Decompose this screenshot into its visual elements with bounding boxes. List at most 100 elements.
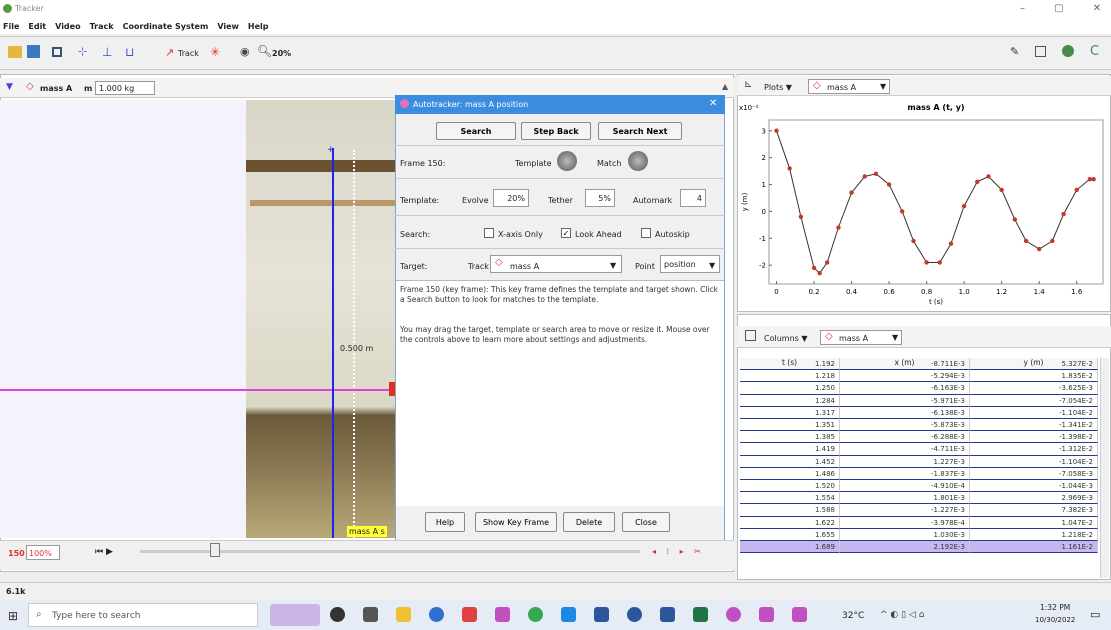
plot-track-dropdown[interactable] [808,79,890,94]
automark-label: Automark [633,196,673,205]
zoom-icon[interactable]: 🔍︎ [257,44,273,58]
tether-field[interactable]: 5% [585,189,615,207]
point-label: Point [635,262,655,271]
plot-title: mass A (t, y) [907,103,964,112]
taskbar-app[interactable] [660,607,675,622]
x-axis-checkbox[interactable] [484,228,494,238]
player-controls[interactable]: ⏮ ▶ [95,547,113,557]
template-image[interactable] [557,151,577,171]
dialog-button[interactable]: Close [622,512,670,532]
timeline-thumb[interactable] [210,543,220,557]
track-icon[interactable]: ↗ [165,46,175,59]
x-tick-label: 1.4 [1034,288,1046,296]
dialog-button[interactable]: Search [436,122,516,140]
table-cell: -6.138E-3 [840,406,970,419]
weather[interactable]: 32°C [842,611,865,621]
x-axis-label: t (s) [929,298,943,306]
taskbar-app[interactable] [561,607,576,622]
point-dropdown[interactable]: position [660,255,720,273]
clip-icon[interactable] [52,47,62,57]
view-icon[interactable]: ◉ [240,45,250,58]
data-point [999,187,1004,193]
columns-menu[interactable]: Columns ▼ [764,334,808,343]
menu-item[interactable]: Track [89,21,114,31]
dialog-button[interactable]: Delete [563,512,615,532]
plots-menu[interactable]: Plots ▼ [764,83,792,92]
axes-icon[interactable]: ⊥ [102,45,113,59]
table-cell: 1.419 [740,443,840,456]
system-tray[interactable]: ^ ◐ ▯ ◁ ⌂ [880,610,925,620]
taskbar-app[interactable] [693,607,708,622]
pencil-icon[interactable]: ✎ [1010,45,1020,58]
track-button[interactable]: Track [178,49,199,58]
track-bar-menu[interactable]: ▼ [6,82,13,92]
stick-end[interactable]: + [327,145,335,155]
menu-item[interactable]: Help [247,21,269,31]
window-controls[interactable]: – ▢ ✕ [1020,3,1102,14]
table-cell: 1.161E-2 [970,541,1098,554]
video-spring [353,150,356,538]
taskbar-app[interactable] [396,607,411,622]
table-icon [745,330,756,341]
refresh-icon[interactable] [1062,45,1074,57]
table-cell: 1.452 [740,455,840,468]
table-cell: 1.622 [740,516,840,529]
table-cell: 1.227E-3 [840,455,970,468]
taskbar-app[interactable] [759,607,774,622]
mass-field[interactable]: 1.000 kg [95,81,155,95]
calibration-icon[interactable]: ⊹ [78,45,88,58]
search-box[interactable] [28,603,258,627]
taskbar-app[interactable] [726,607,741,622]
table-cell: 5.327E-2 [970,358,1098,371]
frame-number[interactable]: 150 [8,549,25,558]
match-image[interactable] [628,151,648,171]
separator [395,215,725,216]
taskbar-app[interactable] [330,607,345,622]
notifications[interactable]: ▭ [1090,608,1101,621]
taskbar-app[interactable] [792,607,807,622]
notes-icon[interactable] [1035,46,1046,57]
data-point [811,265,817,271]
menu-item[interactable]: Video [55,21,81,31]
step-controls[interactable]: ◂ ⁞ ▸ ✂ [652,547,701,556]
taskbar-app[interactable] [462,607,477,622]
evolve-field[interactable]: 20% [493,189,529,207]
search-settings-label: Search: [400,230,431,239]
automark-field[interactable]: 4 [680,189,706,207]
dialog-button[interactable]: Search Next [598,122,682,140]
dialog-button[interactable]: Show Key Frame [475,512,557,532]
zoom-button[interactable]: 20% [272,49,292,58]
maximize-arrow[interactable]: ▲ [722,82,729,91]
taskbar-app[interactable] [528,607,543,622]
dialog-close[interactable]: ✕ [709,98,718,109]
look-ahead-checkbox[interactable]: ✓ [561,228,571,238]
calibration-stick [332,148,334,538]
taskbar-app[interactable] [495,607,510,622]
taskbar-app[interactable] [363,607,378,622]
target-dropdown[interactable] [490,255,622,273]
rate-field[interactable]: 100% [26,545,60,560]
tape-icon[interactable]: ⊔ [125,45,135,59]
save-icon[interactable] [27,45,40,58]
dialog-button[interactable]: Help [425,512,465,532]
taskbar-app[interactable] [429,607,444,622]
mass-marker[interactable] [389,382,396,396]
x-tick-label: 1.6 [1071,288,1083,296]
video-shelf [246,160,396,172]
autoskip-checkbox[interactable] [641,228,651,238]
taskbar-app[interactable] [627,607,642,622]
taskbar-app[interactable] [594,607,609,622]
menu-item[interactable]: File [3,21,20,31]
menu-item[interactable]: Coordinate System [122,21,209,31]
start-button[interactable]: ⊞ [8,609,19,623]
open-icon[interactable] [8,46,22,58]
dialog-button[interactable]: Step Back [521,122,591,140]
menu-item[interactable]: View [217,21,239,31]
data-point [787,166,792,171]
dialog-title-bar [395,95,725,114]
help-icon[interactable]: C [1090,44,1100,59]
autotracker-icon[interactable]: ✳ [210,45,221,59]
menu-item[interactable]: Edit [28,21,47,31]
table-track-dropdown[interactable] [820,330,902,345]
track-name[interactable]: mass A [40,84,73,93]
